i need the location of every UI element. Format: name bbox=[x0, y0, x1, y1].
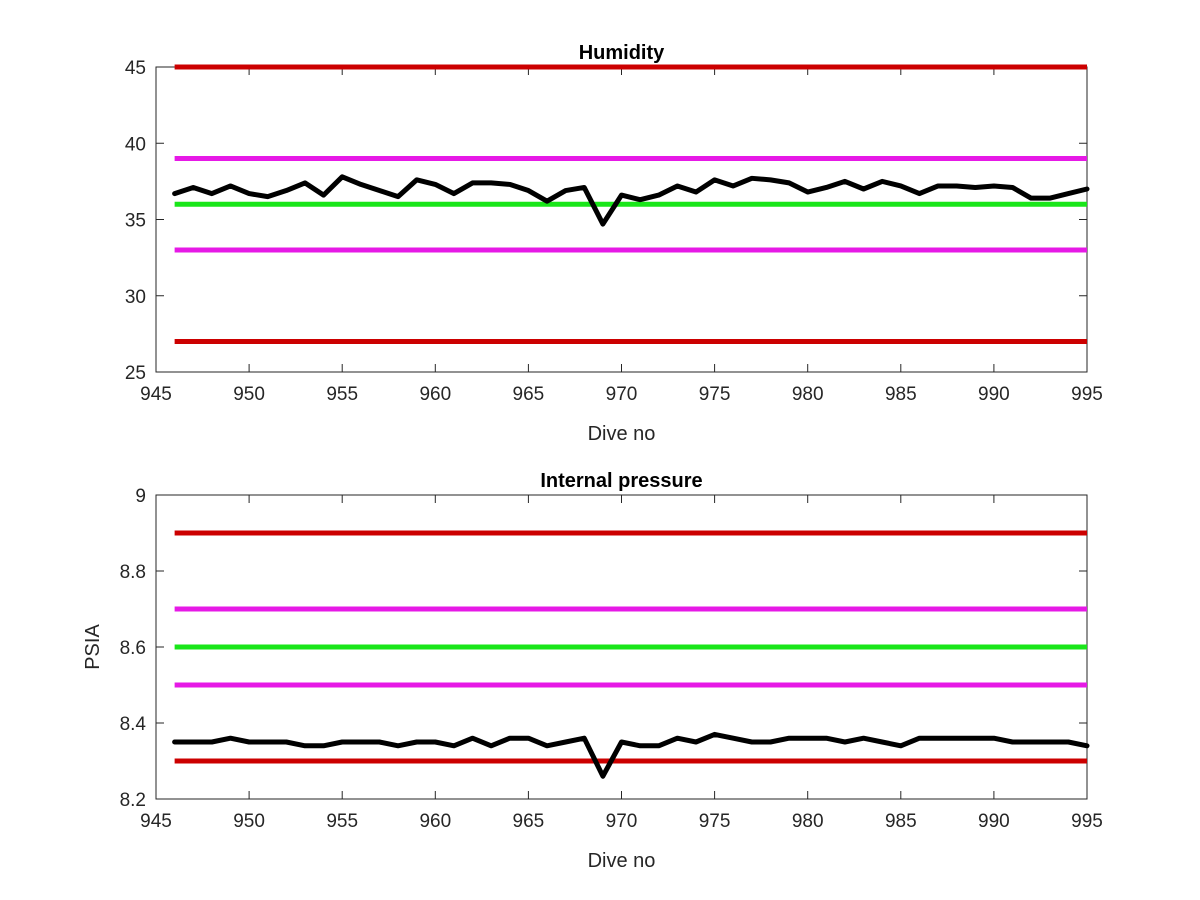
chart-0-xtick-label: 970 bbox=[606, 384, 638, 405]
chart-1-xtick-label: 960 bbox=[419, 811, 451, 832]
chart-0-xtick-label: 945 bbox=[140, 384, 172, 405]
chart-0-ytick-label: 25 bbox=[125, 363, 146, 384]
chart-0-xtick-label: 975 bbox=[699, 384, 731, 405]
chart-1-ytick-label: 8.4 bbox=[120, 714, 147, 735]
chart-1-xlabel: Dive no bbox=[588, 850, 656, 872]
chart-0-xtick-label: 985 bbox=[885, 384, 917, 405]
chart-1-ytick-label: 9 bbox=[135, 486, 146, 507]
chart-0-xtick-label: 980 bbox=[792, 384, 824, 405]
chart-1-xtick-label: 965 bbox=[513, 811, 545, 832]
chart-0-ytick-label: 45 bbox=[125, 58, 146, 79]
chart-1-ytick-label: 8.8 bbox=[120, 562, 146, 583]
chart-0-xtick-label: 955 bbox=[326, 384, 358, 405]
chart-0: 945 950 955 960 965 970 975 980 985 990 995 25 30 35 4… bbox=[125, 42, 1103, 445]
chart-1-ytick-label: 8.2 bbox=[120, 790, 146, 811]
chart-1-xtick-label: 995 bbox=[1071, 811, 1103, 832]
chart-0-xtick-label: 950 bbox=[233, 384, 265, 405]
chart-1-xtick-label: 945 bbox=[140, 811, 172, 832]
chart-1-xtick-label: 975 bbox=[699, 811, 731, 832]
chart-1-xtick-label: 990 bbox=[978, 811, 1010, 832]
chart-1-ylabel: PSIA bbox=[82, 624, 104, 670]
chart-1: 945 950 955 960 965 970 975 980 985 990 995 8.2 8.4 8… bbox=[82, 470, 1103, 872]
chart-0-axes-box bbox=[155, 66, 1088, 373]
chart-0-ytick-label: 40 bbox=[125, 134, 146, 155]
chart-0-xtick-label: 995 bbox=[1071, 384, 1103, 405]
chart-0-ytick-label: 30 bbox=[125, 287, 146, 308]
chart-0-xlabel: Dive no bbox=[588, 423, 656, 445]
chart-0-title: Humidity bbox=[579, 42, 665, 64]
chart-0-xtick-label: 960 bbox=[419, 384, 451, 405]
chart-1-ytick-label: 8.6 bbox=[120, 638, 146, 659]
chart-1-xtick-label: 980 bbox=[792, 811, 824, 832]
chart-1-xtick-label: 985 bbox=[885, 811, 917, 832]
chart-0-series-line-0 bbox=[172, 174, 1090, 227]
chart-1-xtick-label: 970 bbox=[606, 811, 638, 832]
chart-1-xtick-label: 955 bbox=[326, 811, 358, 832]
chart-1-series-line-0 bbox=[172, 731, 1090, 779]
chart-0-xtick-label: 965 bbox=[513, 384, 545, 405]
chart-0-xtick-label: 990 bbox=[978, 384, 1010, 405]
chart-0-ytick-label: 35 bbox=[125, 211, 146, 232]
chart-1-xtick-label: 950 bbox=[233, 811, 265, 832]
chart-1-title: Internal pressure bbox=[540, 470, 702, 492]
